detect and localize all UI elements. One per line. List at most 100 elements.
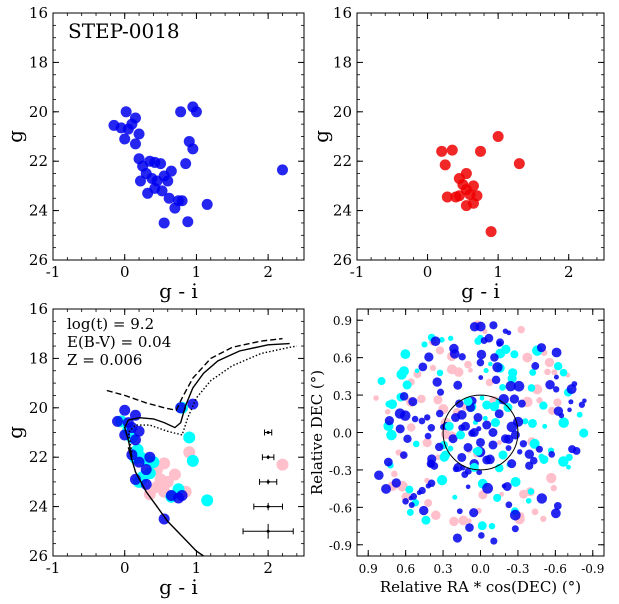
error-center: [266, 505, 270, 509]
star-blue: [480, 337, 488, 344]
star-pink: [540, 515, 547, 522]
star-blue: [505, 501, 513, 509]
data-point-blue: [126, 422, 138, 434]
star-cyan: [447, 445, 454, 452]
star-blue: [511, 525, 519, 533]
star-pink: [553, 398, 562, 407]
star-cyan: [396, 369, 407, 380]
axes-frame: [52, 12, 305, 261]
star-blue: [550, 508, 561, 519]
ticks: -1 0 1 2 16 18 20 22 24 26: [29, 4, 304, 281]
data-point-blue: [133, 128, 145, 140]
data-point-red: [460, 168, 472, 180]
y-tick-label: 22: [333, 152, 352, 170]
y-tick-label: -0.6: [329, 501, 352, 515]
star-blue: [517, 399, 526, 408]
star-cyan: [482, 415, 488, 421]
star-pink: [391, 470, 398, 478]
x-tick-label: 1: [192, 263, 202, 281]
data-point-blue: [276, 164, 288, 176]
y-tick-label: 18: [29, 53, 48, 71]
star-pink: [373, 395, 379, 401]
star-cyan: [414, 368, 420, 374]
star-pink: [467, 367, 473, 373]
y-tick-label: 20: [29, 399, 48, 417]
x-tick-label: -0.9: [581, 562, 604, 576]
y-tick-label: 26: [29, 251, 48, 269]
x-axis-label: g - i: [159, 575, 198, 599]
star-blue: [399, 392, 409, 401]
data-marks: [436, 131, 525, 238]
star-pink: [466, 518, 472, 524]
y-tick-label: 18: [333, 53, 352, 71]
star-blue: [572, 447, 581, 455]
star-blue: [513, 380, 525, 392]
star-blue: [553, 406, 564, 416]
data-point-blue: [175, 106, 187, 118]
y-tick-label: 20: [333, 103, 352, 121]
panel-cmd-top-left: -1 0 1 2 16 18 20 22 24 26 STEP-0018 g - i g: [3, 4, 305, 303]
star-blue: [545, 379, 555, 390]
star-blue: [582, 398, 587, 404]
star-pink: [431, 510, 441, 521]
star-blue-cluster: [469, 428, 479, 437]
star-blue: [501, 483, 507, 489]
x-tick-label: 2: [263, 559, 273, 577]
star-pink: [417, 394, 426, 404]
star-blue: [408, 502, 415, 508]
star-blue: [476, 349, 487, 360]
star-blue: [425, 483, 431, 489]
star-cyan: [489, 401, 500, 412]
star-pink: [406, 423, 416, 432]
star-blue: [492, 362, 503, 373]
data-point-cyan: [186, 454, 199, 467]
ticks: 0.9 0.6 0.3 0.0 -0.3 -0.6 -0.9 0.9 0.6 0.3 0.0 -0.3…: [329, 309, 604, 576]
star-blue: [548, 451, 556, 458]
star-blue: [482, 482, 494, 494]
data-point-blue: [129, 138, 141, 150]
star-blue-cluster: [482, 420, 492, 430]
y-tick-label: 24: [333, 202, 352, 220]
y-tick-label: 16: [333, 4, 352, 22]
star-blue: [469, 508, 479, 518]
star-cyan: [421, 515, 431, 525]
star-blue: [408, 495, 414, 501]
y-tick-label: 16: [29, 300, 48, 318]
star-pink: [433, 395, 443, 405]
star-cyan: [412, 440, 420, 448]
y-tick-label: 26: [29, 547, 48, 565]
star-cyan: [527, 384, 536, 392]
data-point-pink: [276, 458, 289, 471]
star-pink: [546, 472, 557, 484]
star-cyan-cluster: [444, 421, 454, 431]
annotation-log-age: log(t) = 9.2: [67, 315, 154, 333]
star-cyan: [566, 464, 571, 470]
star-blue: [535, 445, 543, 453]
star-blue: [452, 533, 462, 543]
star-pink: [519, 489, 528, 499]
star-blue: [476, 358, 485, 367]
star-blue: [461, 471, 469, 478]
star-blue-cluster: [482, 455, 492, 465]
star-blue: [435, 409, 444, 418]
star-cyan: [525, 497, 532, 504]
star-blue: [424, 414, 431, 421]
star-cyan: [436, 369, 444, 377]
star-cyan: [477, 521, 487, 531]
data-point-red: [453, 190, 465, 202]
x-axis-label: g - i: [461, 279, 500, 303]
star-blue: [469, 322, 480, 332]
star-blue: [496, 338, 505, 347]
star-blue: [449, 343, 459, 354]
star-blue: [374, 470, 384, 481]
star-cyan: [539, 401, 548, 410]
data-point-red: [467, 180, 479, 192]
error-center: [266, 455, 270, 459]
data-point-blue: [120, 106, 132, 118]
star-blue: [490, 353, 499, 362]
x-tick-label: 0.0: [471, 562, 490, 576]
data-point-red: [439, 159, 451, 171]
star-blue: [531, 362, 540, 370]
star-blue: [509, 394, 520, 404]
